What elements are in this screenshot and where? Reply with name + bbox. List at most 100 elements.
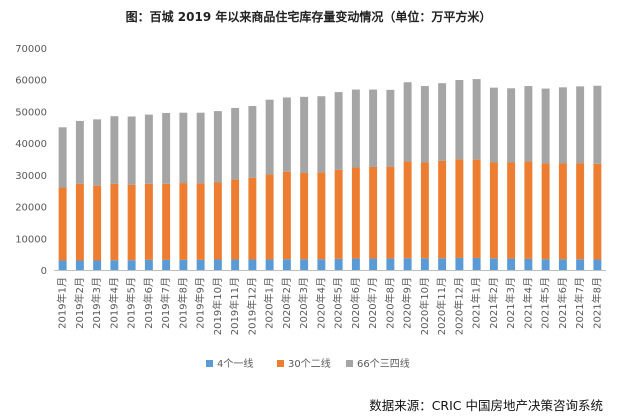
bar-segment xyxy=(144,259,153,270)
bar-segment xyxy=(179,112,188,184)
bar-segment xyxy=(248,106,257,178)
bar-segment xyxy=(265,174,274,260)
bar-segment xyxy=(524,86,533,162)
x-tick-label: 2020年9月 xyxy=(401,277,414,329)
y-tick-label: 70000 xyxy=(15,44,47,55)
bar-segment xyxy=(300,96,309,173)
x-tick-label: 2019年8月 xyxy=(176,277,189,329)
bar-segment xyxy=(93,260,102,270)
bar-segment xyxy=(489,258,498,270)
bar-segment xyxy=(162,113,171,184)
bar-segment xyxy=(386,89,395,167)
x-tick-label: 2021年1月 xyxy=(470,277,483,329)
y-tick-label: 0 xyxy=(41,266,47,277)
legend-label: 66个三四线 xyxy=(357,357,410,370)
bar-segment xyxy=(593,259,602,270)
bar-segment xyxy=(144,114,153,184)
x-tick-label: 2020年11月 xyxy=(435,277,448,335)
bar-segment xyxy=(541,163,550,260)
bar-segment xyxy=(507,258,516,270)
y-axis: 0 10000 20000 30000 40000 50000 60000 70000 xyxy=(15,44,47,277)
bar-segment xyxy=(317,259,326,270)
x-tick-label: 2019年10月 xyxy=(211,277,224,335)
bar-segment xyxy=(489,87,498,163)
x-tick-label: 2019年1月 xyxy=(56,277,69,329)
bar-segment xyxy=(507,88,516,163)
bar-segment xyxy=(196,183,205,260)
y-tick-label: 10000 xyxy=(15,234,47,245)
x-axis: 2019年1月 2019年2月 2019年3月 2019年4月 2019年5月 2019年… xyxy=(54,270,606,335)
bar-segment xyxy=(58,127,67,188)
bar-segment xyxy=(265,99,274,175)
bar-segment xyxy=(213,259,222,270)
legend: 4个一线 30个二线 66个三四线 xyxy=(206,357,410,370)
x-tick-label: 2019年4月 xyxy=(107,277,120,329)
bar-group xyxy=(58,79,602,270)
bar-segment xyxy=(300,259,309,270)
bar-segment xyxy=(334,258,343,270)
x-tick-label: 2021年8月 xyxy=(590,277,603,329)
bar-segment xyxy=(75,120,84,184)
bar-segment xyxy=(369,89,378,167)
x-tick-label: 2019年3月 xyxy=(90,277,103,329)
bar-segment xyxy=(455,159,464,258)
bar-segment xyxy=(317,172,326,260)
bar-segment xyxy=(403,82,412,162)
bar-segment xyxy=(420,86,429,163)
bar-segment xyxy=(507,162,516,259)
bar-segment xyxy=(369,258,378,270)
bar-segment xyxy=(231,107,240,180)
x-tick-label: 2021年6月 xyxy=(556,277,569,329)
legend-swatch xyxy=(277,360,284,367)
bar-segment xyxy=(403,161,412,259)
y-tick-label: 40000 xyxy=(15,139,47,150)
bar-segment xyxy=(282,97,291,172)
bar-segment xyxy=(196,259,205,270)
bar-segment xyxy=(110,116,119,184)
bar-segment xyxy=(472,79,481,160)
bar-segment xyxy=(438,83,447,161)
legend-label: 4个一线 xyxy=(217,357,253,370)
x-tick-label: 2021年7月 xyxy=(573,277,586,329)
bar-segment xyxy=(489,162,498,259)
bar-segment xyxy=(455,80,464,160)
bar-segment xyxy=(541,88,550,164)
bar-segment xyxy=(58,187,67,261)
bar-segment xyxy=(127,260,136,270)
bar-segment xyxy=(524,258,533,270)
bar-segment xyxy=(386,258,395,270)
bar-segment xyxy=(110,183,119,261)
bar-segment xyxy=(576,259,585,270)
x-tick-label: 2020年6月 xyxy=(349,277,362,329)
bar-segment xyxy=(231,259,240,270)
bar-segment xyxy=(93,185,102,261)
bar-segment xyxy=(438,258,447,270)
x-tick-label: 2021年5月 xyxy=(539,277,552,329)
y-tick-label: 30000 xyxy=(15,171,47,182)
x-tick-label: 2019年5月 xyxy=(125,277,138,329)
bar-segment xyxy=(351,167,360,259)
y-tick-label: 50000 xyxy=(15,107,47,118)
bar-segment xyxy=(334,169,343,259)
bar-segment xyxy=(472,159,481,258)
bar-segment xyxy=(386,166,395,259)
bar-segment xyxy=(576,163,585,260)
legend-swatch xyxy=(346,360,353,367)
bar-segment xyxy=(420,162,429,259)
x-tick-label: 2020年2月 xyxy=(280,277,293,329)
bar-segment xyxy=(110,260,119,270)
bar-segment xyxy=(75,260,84,270)
x-tick-label: 2021年4月 xyxy=(521,277,534,329)
x-tick-label: 2020年3月 xyxy=(297,277,310,329)
bar-segment xyxy=(524,161,533,259)
x-tick-label: 2019年6月 xyxy=(142,277,155,329)
bar-segment xyxy=(144,183,153,260)
bar-segment xyxy=(196,112,205,184)
bar-segment xyxy=(576,86,585,164)
bar-segment xyxy=(317,96,326,173)
chart-title: 图：百城 2019 年以来商品住宅库存量变动情况（单位：万平方米） xyxy=(125,10,492,24)
x-tick-label: 2020年8月 xyxy=(383,277,396,329)
y-tick-label: 20000 xyxy=(15,203,47,214)
bar-segment xyxy=(93,119,102,186)
